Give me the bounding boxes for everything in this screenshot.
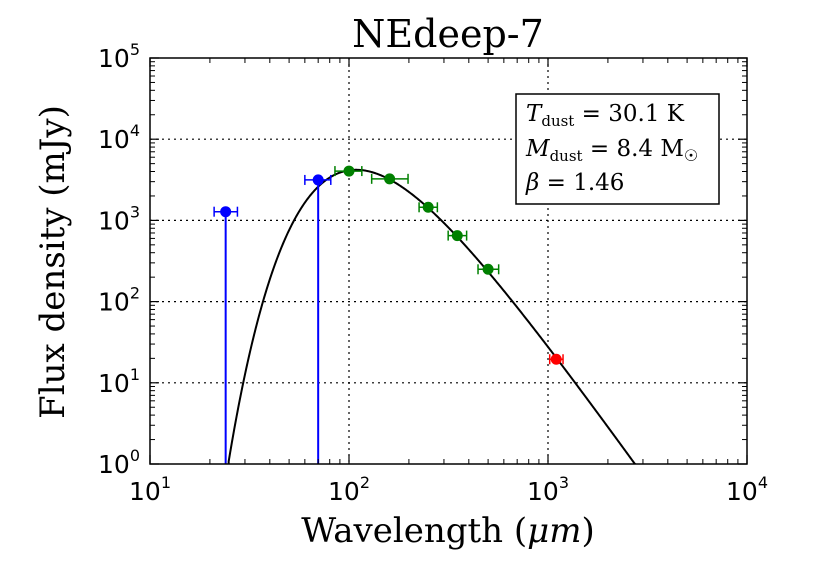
model-curve bbox=[227, 168, 636, 464]
data-point bbox=[384, 173, 396, 185]
y-tick-label: 101 bbox=[98, 365, 140, 398]
data-points-group bbox=[213, 165, 564, 464]
y-tick-label: 104 bbox=[98, 121, 140, 154]
annotation-line-mdust: Mdust = 8.4 M☉ bbox=[525, 136, 698, 165]
data-point bbox=[451, 230, 463, 242]
y-axis-label: Flux density (mJy) bbox=[33, 105, 73, 419]
data-point bbox=[343, 165, 355, 177]
x-axis-label-main: Wavelength ( bbox=[301, 511, 527, 551]
x-axis-label-close: ) bbox=[581, 511, 594, 551]
fit-parameters-box: Tdust = 30.1 K Mdust = 8.4 M☉ β = 1.46 bbox=[515, 93, 720, 205]
x-tick-label: 103 bbox=[527, 473, 569, 506]
annotation-line-tdust: Tdust = 30.1 K bbox=[526, 101, 685, 130]
data-point bbox=[220, 206, 232, 218]
data-point bbox=[422, 201, 434, 213]
plot-frame bbox=[149, 57, 748, 465]
data-point bbox=[482, 263, 494, 275]
model-curve-group bbox=[227, 168, 636, 464]
y-tick-label: 102 bbox=[98, 284, 140, 317]
x-tick-label: 102 bbox=[328, 473, 370, 506]
y-axis-label-main: Flux density ( bbox=[33, 183, 73, 418]
y-axis-label-close: ) bbox=[33, 105, 73, 118]
data-point bbox=[550, 353, 562, 365]
annotation-border bbox=[515, 93, 720, 205]
chart-title: NEdeep-7 bbox=[352, 12, 544, 56]
x-tick-label: 101 bbox=[129, 473, 171, 506]
y-tick-label: 105 bbox=[98, 40, 140, 73]
x-tick-label: 104 bbox=[726, 473, 768, 506]
x-axis-label: Wavelength (μm) bbox=[301, 511, 595, 551]
y-axis-label-unit: mJy bbox=[33, 118, 73, 184]
data-point bbox=[312, 174, 324, 186]
y-tick-label: 103 bbox=[98, 202, 140, 235]
y-tick-label: 100 bbox=[98, 446, 140, 479]
annotation-line-beta: β = 1.46 bbox=[525, 170, 624, 196]
x-axis-label-unit: μm bbox=[527, 511, 581, 551]
